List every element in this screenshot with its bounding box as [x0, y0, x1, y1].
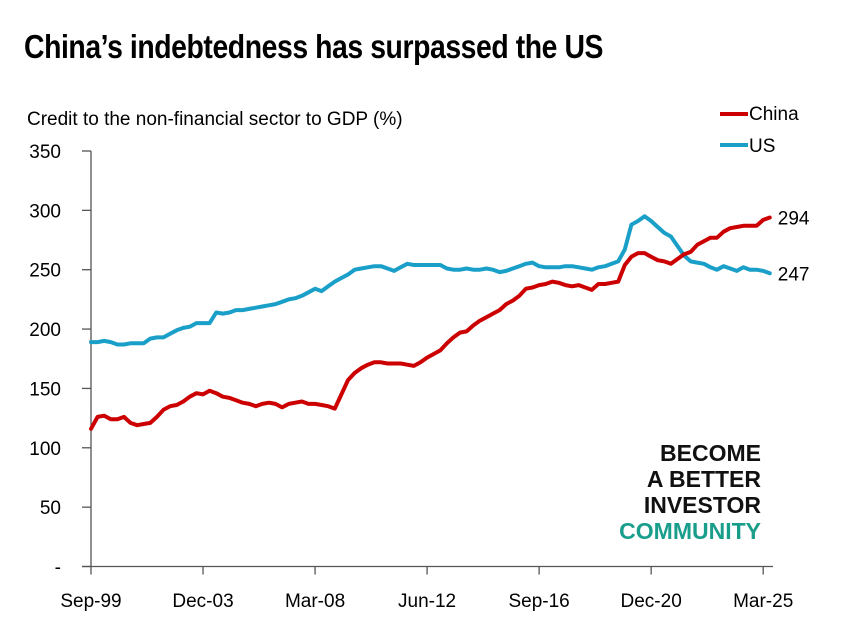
series-line-us — [89, 214, 772, 347]
watermark-line-2: A BETTER — [646, 466, 761, 492]
chart-title: China’s indebtedness has surpassed the U… — [24, 28, 604, 65]
chart-subtitle: Credit to the non-financial sector to GD… — [27, 109, 403, 130]
y-tick-label: 350 — [29, 142, 61, 163]
end-label-us: 247 — [778, 264, 810, 285]
y-tick-label: 200 — [29, 320, 61, 341]
series-line-china — [89, 215, 772, 431]
y-tick-label: - — [55, 558, 61, 579]
watermark-line-3: INVESTOR — [643, 492, 761, 518]
watermark: BECOME A BETTER INVESTOR COMMUNITY — [619, 440, 761, 544]
y-tick-label: 300 — [29, 201, 61, 222]
legend-label-us: US — [749, 136, 775, 157]
x-tick-label: Dec-20 — [621, 591, 682, 612]
x-tick-label: Mar-08 — [285, 591, 345, 612]
x-axis: Sep-99 Dec-03 Mar-08 Jun-12 Sep-16 Dec-20 Mar-… — [60, 565, 793, 612]
y-tick-label: 150 — [29, 379, 61, 400]
x-tick-label: Sep-99 — [60, 591, 121, 612]
watermark-highlight: COMMUNITY — [619, 518, 761, 544]
x-tick-label: Dec-03 — [172, 591, 233, 612]
x-tick-label: Sep-16 — [508, 591, 569, 612]
y-tick-label: 100 — [29, 439, 61, 460]
end-label-china: 294 — [778, 208, 810, 229]
legend-label-china: China — [749, 104, 799, 125]
watermark-line-1: BECOME — [660, 440, 761, 466]
x-tick-label: Mar-25 — [733, 591, 793, 612]
y-tick-label: 250 — [29, 261, 61, 282]
y-axis: - 50 100 150 200 250 300 350 — [29, 142, 92, 579]
x-tick-label: Jun-12 — [398, 591, 456, 612]
y-tick-label: 50 — [40, 498, 61, 519]
series-lines — [89, 214, 772, 431]
end-labels: 247 294 — [778, 208, 810, 285]
legend: China US — [720, 104, 799, 157]
